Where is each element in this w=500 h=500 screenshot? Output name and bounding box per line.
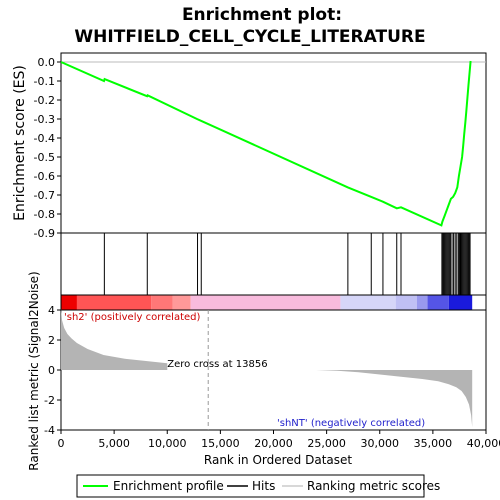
x-tick-label: 15,000: [201, 437, 240, 450]
metric-area: [61, 308, 473, 427]
legend-box: [76, 474, 425, 498]
x-tick-label: 25,000: [307, 437, 346, 450]
hits-frame: [60, 232, 487, 296]
metric-ytick-label: 2: [48, 334, 55, 347]
hits-panel: [60, 232, 487, 296]
x-tick-label: 10,000: [148, 437, 187, 450]
x-tick-label: 20,000: [254, 437, 293, 450]
chart-title-line1: Enrichment plot:: [182, 5, 342, 25]
es-y-axis-label: Enrichment score (ES): [12, 65, 28, 221]
negative-correlation-label: 'shNT' (negatively correlated): [277, 418, 425, 429]
x-tick-label: 30,000: [361, 437, 400, 450]
es-ytick-label: -0.2: [34, 94, 55, 107]
es-ytick-label: -0.5: [34, 151, 55, 164]
metric-ytick-label: 0: [48, 364, 55, 377]
x-tick-label: 35,000: [414, 437, 453, 450]
metric-ytick-label: -4: [44, 424, 55, 437]
zero-cross-label: Zero cross at 13856: [167, 359, 267, 370]
es-ytick-label: -0.7: [34, 189, 55, 202]
metric-ytick-label: -2: [44, 394, 55, 407]
chart-title-line2: WHITFIELD_CELL_CYCLE_LITERATURE: [74, 27, 425, 47]
x-tick-label: 0: [58, 437, 65, 450]
es-ytick-label: -0.1: [34, 75, 55, 88]
ranking-bar-segment: [172, 295, 191, 310]
x-axis: 0 5,000 10,000 15,000 20,000 25,000 30,000 35,0…: [58, 430, 500, 450]
ranking-bar-segment: [61, 295, 77, 310]
es-plot-frame: [60, 52, 487, 234]
es-ytick-label: -0.4: [34, 132, 55, 145]
ranking-bar-segment: [416, 295, 428, 310]
metric-y-axis-label: Ranked list metric (Signal2Noise): [27, 271, 41, 470]
x-axis-label: Rank in Ordered Dataset: [204, 453, 352, 467]
es-ytick-label: -0.9: [34, 227, 55, 240]
ranking-bar-segment: [190, 295, 341, 310]
ranked-metric-panel: Zero cross at 13856 'sh2' (positively co…: [27, 271, 487, 471]
metric-ytick-label: 4: [48, 304, 55, 317]
ranking-bar-segment: [448, 295, 473, 310]
ranking-bar-segment: [340, 295, 396, 310]
x-tick-label: 5,000: [98, 437, 130, 450]
ranking-bar-segment: [76, 295, 152, 310]
es-ytick-label: -0.6: [34, 170, 55, 183]
ranking-color-bar: [60, 294, 487, 311]
enrichment-profile-line: [60, 60, 472, 227]
enrichment-score-panel: 0.0-0.1-0.2-0.3-0.4-0.5-0.6-0.7-0.8-0.9 …: [12, 52, 487, 240]
positive-correlation-label: 'sh2' (positively correlated): [64, 312, 201, 323]
ranking-bar-segment: [427, 295, 449, 310]
legend-ranking-label: Ranking metric scores: [307, 479, 440, 493]
ranking-bar-segment: [395, 295, 417, 310]
ranking-bar-segment: [151, 295, 173, 310]
es-ytick-label: -0.8: [34, 208, 55, 221]
legend-enrichment-label: Enrichment profile: [113, 479, 224, 493]
legend: Enrichment profile Hits Ranking metric s…: [76, 474, 440, 498]
es-ytick-label: 0.0: [38, 56, 56, 69]
legend-hits-label: Hits: [252, 479, 275, 493]
x-tick-label: 40,000: [467, 437, 500, 450]
es-ytick-label: -0.3: [34, 113, 55, 126]
